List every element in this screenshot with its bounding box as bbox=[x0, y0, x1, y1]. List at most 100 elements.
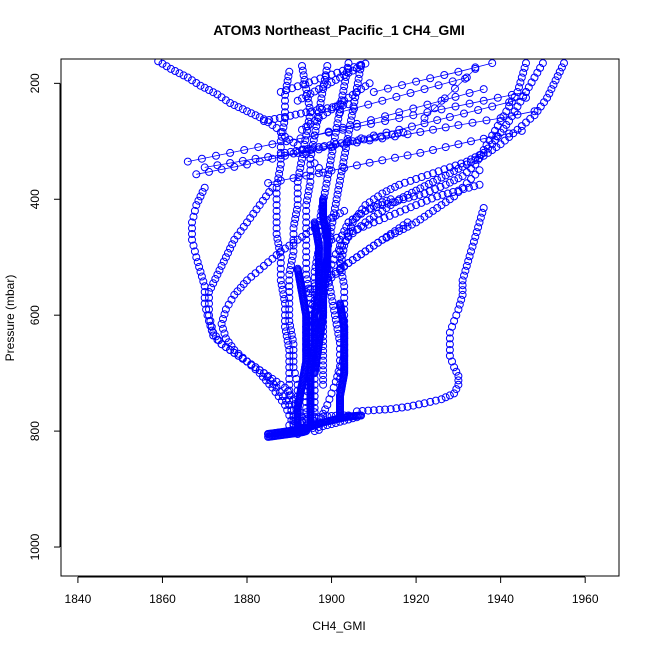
data-point bbox=[352, 253, 361, 262]
data-point bbox=[340, 261, 349, 270]
data-point bbox=[412, 186, 421, 195]
data-point bbox=[215, 266, 224, 275]
data-point bbox=[479, 148, 488, 157]
data-point bbox=[340, 322, 349, 331]
data-point bbox=[302, 171, 311, 180]
data-point bbox=[441, 123, 450, 132]
data-point bbox=[219, 315, 227, 323]
data-point bbox=[336, 380, 344, 389]
data-point bbox=[493, 93, 502, 102]
data-point bbox=[412, 77, 421, 86]
data-point bbox=[213, 270, 222, 279]
data-point bbox=[344, 59, 353, 68]
data-point bbox=[290, 369, 299, 378]
data-point bbox=[209, 88, 218, 97]
data-point bbox=[458, 276, 467, 285]
data-point bbox=[302, 403, 311, 412]
data-point bbox=[334, 367, 343, 376]
data-point bbox=[488, 59, 497, 68]
data-point bbox=[317, 94, 326, 103]
data-point bbox=[443, 189, 452, 198]
data-point bbox=[380, 214, 389, 223]
data-point bbox=[272, 201, 281, 210]
data-point bbox=[352, 138, 361, 147]
series-line bbox=[187, 91, 527, 162]
data-point bbox=[310, 296, 319, 305]
data-point bbox=[303, 196, 311, 205]
data-point bbox=[522, 59, 530, 68]
data-point bbox=[331, 140, 340, 149]
data-point bbox=[302, 346, 311, 354]
data-point bbox=[288, 84, 297, 93]
data-point bbox=[313, 253, 322, 262]
data-point bbox=[200, 83, 209, 92]
data-point bbox=[386, 201, 395, 210]
data-point bbox=[310, 290, 319, 299]
data-point bbox=[469, 237, 478, 246]
data-point bbox=[287, 326, 295, 335]
data-point bbox=[319, 111, 328, 120]
data-point bbox=[281, 305, 289, 314]
data-point bbox=[381, 405, 390, 414]
data-point bbox=[283, 336, 292, 345]
data-point bbox=[299, 80, 308, 89]
data-point bbox=[276, 160, 285, 169]
data-point bbox=[205, 311, 213, 320]
data-point bbox=[479, 96, 488, 105]
data-point bbox=[471, 232, 480, 241]
data-point bbox=[154, 59, 163, 66]
data-point bbox=[378, 198, 387, 207]
data-point bbox=[205, 299, 213, 308]
data-point bbox=[340, 282, 349, 291]
data-point bbox=[420, 399, 429, 408]
data-point bbox=[305, 311, 313, 320]
data-point bbox=[451, 102, 460, 111]
y-tick-label: 200 bbox=[28, 73, 42, 93]
data-point bbox=[289, 363, 298, 372]
data-point bbox=[285, 351, 294, 360]
data-point bbox=[338, 66, 347, 75]
data-point bbox=[475, 218, 484, 227]
data-point bbox=[464, 257, 473, 266]
data-point bbox=[445, 163, 454, 172]
data-point bbox=[492, 132, 501, 141]
y-tick-label: 400 bbox=[28, 189, 42, 209]
data-point bbox=[324, 241, 333, 250]
data-point bbox=[217, 340, 226, 349]
data-point bbox=[524, 83, 533, 92]
data-point bbox=[188, 76, 196, 85]
y-tick-label: 800 bbox=[28, 421, 42, 441]
data-point bbox=[450, 176, 459, 185]
data-point bbox=[455, 300, 464, 309]
data-point bbox=[323, 80, 332, 89]
data-point bbox=[285, 386, 294, 395]
data-point bbox=[291, 215, 300, 223]
data-point bbox=[352, 64, 361, 73]
data-point bbox=[433, 204, 442, 212]
data-point bbox=[327, 270, 336, 279]
data-point bbox=[382, 128, 391, 137]
data-point bbox=[289, 174, 298, 183]
data-point bbox=[332, 195, 341, 204]
data-point bbox=[327, 105, 336, 114]
data-point bbox=[226, 99, 235, 107]
data-point bbox=[228, 240, 237, 249]
data-point bbox=[205, 293, 213, 302]
data-point bbox=[348, 215, 357, 224]
data-point bbox=[396, 207, 405, 216]
data-point bbox=[448, 357, 456, 366]
data-point bbox=[302, 392, 311, 401]
data-point bbox=[323, 216, 332, 225]
data-point bbox=[470, 182, 479, 191]
data-point bbox=[340, 288, 349, 296]
data-point bbox=[205, 305, 213, 314]
data-point bbox=[334, 186, 343, 194]
data-point bbox=[166, 64, 175, 73]
data-point bbox=[441, 143, 450, 152]
data-point bbox=[289, 224, 298, 233]
data-point bbox=[336, 374, 344, 383]
data-point bbox=[331, 75, 340, 84]
data-point bbox=[272, 212, 281, 221]
data-point bbox=[344, 218, 353, 227]
data-point bbox=[352, 88, 361, 96]
